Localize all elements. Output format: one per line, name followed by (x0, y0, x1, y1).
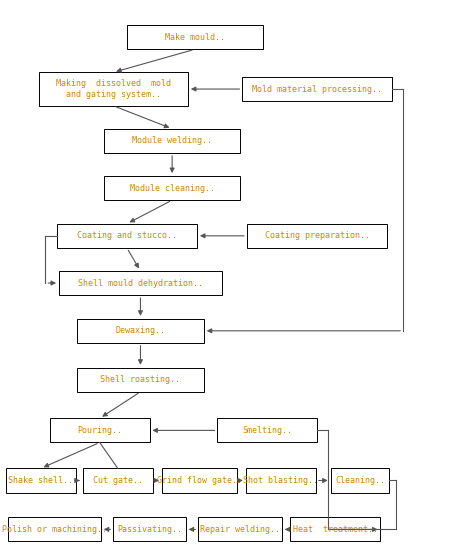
Text: Smelting..: Smelting.. (242, 426, 292, 435)
FancyBboxPatch shape (50, 418, 150, 442)
Text: Shot blasting..: Shot blasting.. (243, 476, 318, 485)
FancyBboxPatch shape (246, 468, 316, 493)
Text: Cleaning..: Cleaning.. (335, 476, 385, 485)
Text: Pouring..: Pouring.. (77, 426, 122, 435)
FancyBboxPatch shape (198, 517, 282, 541)
FancyBboxPatch shape (77, 319, 204, 343)
FancyBboxPatch shape (113, 517, 186, 541)
FancyBboxPatch shape (104, 129, 240, 153)
FancyBboxPatch shape (127, 25, 263, 49)
Text: Mold material processing..: Mold material processing.. (252, 85, 382, 94)
Text: Shake shell..: Shake shell.. (8, 476, 73, 485)
FancyBboxPatch shape (104, 176, 240, 200)
Text: Repair welding..: Repair welding.. (200, 525, 280, 534)
FancyBboxPatch shape (83, 468, 153, 493)
FancyBboxPatch shape (57, 224, 197, 248)
FancyBboxPatch shape (6, 468, 76, 493)
FancyBboxPatch shape (8, 517, 101, 541)
FancyBboxPatch shape (77, 368, 204, 392)
Text: Making  dissolved  mold
and gating system..: Making dissolved mold and gating system.… (56, 79, 171, 99)
FancyBboxPatch shape (242, 77, 392, 101)
Text: Make mould..: Make mould.. (165, 33, 225, 42)
Text: Heat  treatment..: Heat treatment.. (292, 525, 377, 534)
Text: Module welding..: Module welding.. (132, 136, 212, 145)
Text: Passivating..: Passivating.. (117, 525, 182, 534)
Text: Coating and stucco..: Coating and stucco.. (77, 232, 177, 240)
Text: Shell roasting..: Shell roasting.. (100, 375, 181, 384)
Text: Dewaxing..: Dewaxing.. (116, 326, 165, 335)
FancyBboxPatch shape (59, 271, 222, 295)
Text: Shell mould dehydration..: Shell mould dehydration.. (78, 278, 203, 287)
FancyBboxPatch shape (162, 468, 237, 493)
FancyBboxPatch shape (290, 517, 380, 541)
FancyBboxPatch shape (218, 418, 317, 442)
Text: Module cleaning..: Module cleaning.. (130, 184, 215, 193)
Text: Grind flow gate..: Grind flow gate.. (157, 476, 242, 485)
FancyBboxPatch shape (331, 468, 389, 493)
FancyBboxPatch shape (38, 73, 188, 105)
Text: Polish or machining..: Polish or machining.. (2, 525, 107, 534)
Text: Cut gate..: Cut gate.. (93, 476, 143, 485)
Text: Coating preparation..: Coating preparation.. (265, 232, 370, 240)
FancyBboxPatch shape (247, 224, 387, 248)
